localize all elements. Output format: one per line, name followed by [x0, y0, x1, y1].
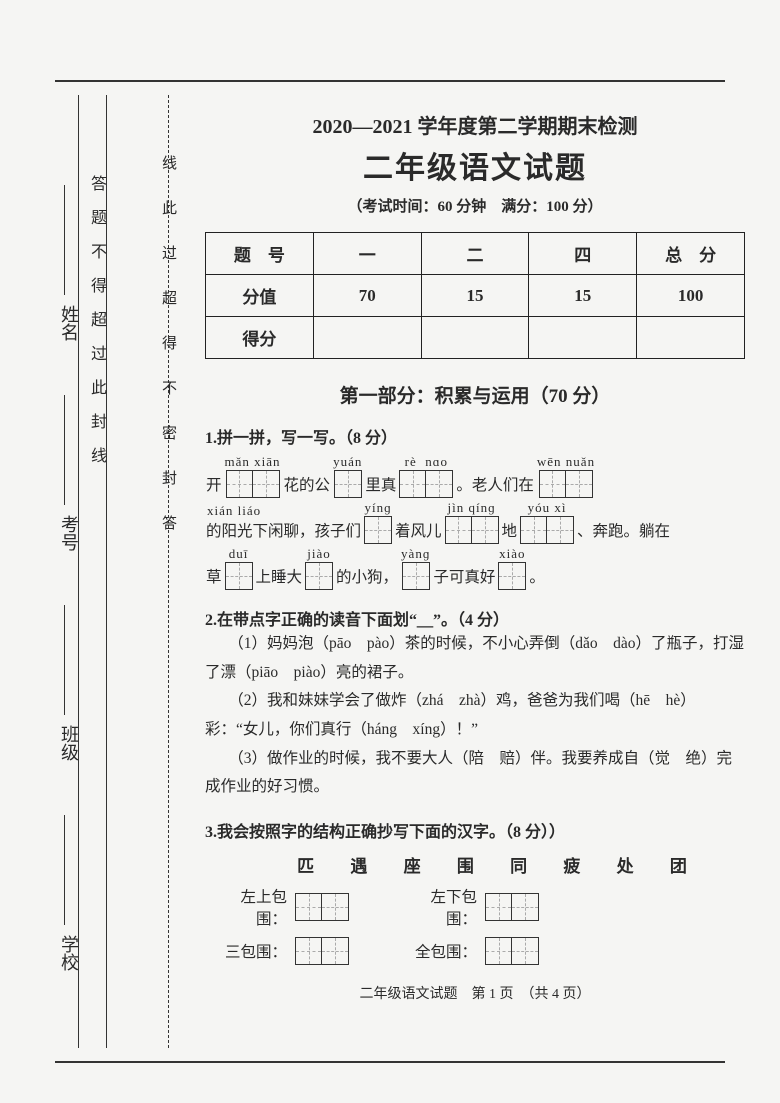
tianzige — [498, 562, 526, 590]
tianzige — [445, 516, 499, 544]
tianzige — [226, 470, 280, 498]
tianzige — [295, 893, 349, 921]
binding-column: 学校 班级 考号 姓名 答题不得超过此封线 线此过超得不密封答 — [78, 95, 198, 1048]
dash-chars: 线此过超得不密封答 — [158, 155, 179, 560]
tianzige — [539, 470, 593, 498]
label-class: 班级 — [56, 725, 82, 761]
seal-text: 答题不得超过此封线 — [84, 175, 108, 481]
tianzige — [402, 562, 430, 590]
line-examno — [64, 395, 65, 505]
tianzige — [334, 470, 362, 498]
tianzige — [399, 470, 453, 498]
tianzige — [225, 562, 253, 590]
binding-line-1 — [78, 95, 79, 1048]
line-class — [64, 605, 65, 715]
label-name: 姓名 — [56, 305, 82, 341]
line-school — [64, 815, 65, 925]
label-school: 学校 — [56, 935, 82, 971]
label-examno: 考号 — [56, 515, 82, 551]
tianzige — [295, 937, 349, 965]
tianzige — [364, 516, 392, 544]
tianzige — [305, 562, 333, 590]
tianzige — [485, 893, 539, 921]
tianzige — [520, 516, 574, 544]
line-name — [64, 185, 65, 295]
tianzige — [485, 937, 539, 965]
